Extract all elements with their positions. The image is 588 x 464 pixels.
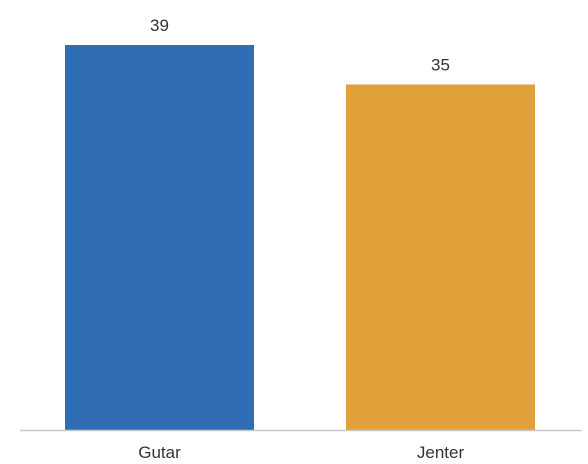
- bar-gutar: [65, 45, 254, 430]
- x-tick-label-gutar: Gutar: [138, 443, 181, 462]
- value-label-jenter: 35: [431, 55, 450, 74]
- bars-group: [65, 45, 535, 430]
- x-tick-labels-group: Gutar Jenter: [138, 443, 464, 462]
- x-tick-label-jenter: Jenter: [417, 443, 465, 462]
- value-label-gutar: 39: [150, 16, 169, 35]
- bar-jenter: [346, 84, 535, 430]
- value-labels-group: 39 35: [150, 16, 450, 74]
